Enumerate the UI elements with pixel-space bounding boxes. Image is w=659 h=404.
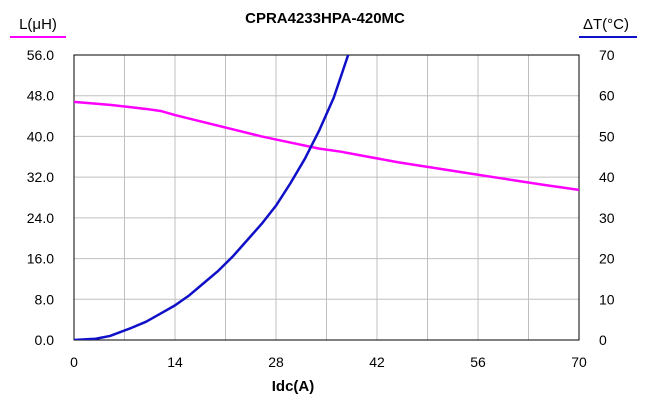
inductance-series-line	[74, 100, 579, 192]
y-left-tick-label: 40.0	[27, 128, 54, 144]
grid	[74, 55, 579, 340]
y-left-tick-label: 8.0	[35, 291, 55, 307]
y-right-tick-label: 70	[599, 47, 615, 63]
y-right-axis-label: ΔT(°C)	[583, 16, 629, 33]
y-right-tick-label: 10	[599, 291, 615, 307]
y-left-tick-label: 48.0	[27, 88, 54, 104]
y-left-tick-label: 32.0	[27, 169, 54, 185]
chart-title: CPRA4233HPA-420MC	[245, 10, 405, 27]
y-left-tick-label: 24.0	[27, 210, 54, 226]
y-left-tick-labels: 0.0 8.0 16.0 24.0 32.0 40.0 48.0 56.0	[27, 47, 54, 348]
y-right-tick-label: 20	[599, 251, 615, 267]
y-right-tick-label: 30	[599, 210, 615, 226]
y-right-tick-label: 50	[599, 128, 615, 144]
y-left-axis-label: L(μH)	[19, 16, 57, 33]
y-left-tick-label: 56.0	[27, 47, 54, 63]
x-tick-label: 42	[369, 354, 385, 370]
x-axis-label: Idc(A)	[272, 378, 315, 395]
x-tick-label: 56	[470, 354, 486, 370]
plot-frame	[73, 54, 580, 341]
series-layer	[74, 55, 579, 340]
y-right-tick-labels: 0 10 20 30 40 50 60 70	[599, 47, 615, 348]
y-right-tick-label: 40	[599, 169, 615, 185]
y-right-tick-label: 0	[599, 332, 607, 348]
x-tick-label: 0	[70, 354, 78, 370]
y-right-tick-label: 60	[599, 88, 615, 104]
y-left-tick-label: 0.0	[35, 332, 55, 348]
x-tick-label: 28	[268, 354, 284, 370]
temperature-rise-series-line	[74, 55, 350, 340]
y-left-tick-label: 16.0	[27, 251, 54, 267]
x-tick-label: 70	[571, 354, 587, 370]
x-tick-labels: 0 14 28 42 56 70	[70, 354, 587, 370]
x-tick-label: 14	[167, 354, 183, 370]
